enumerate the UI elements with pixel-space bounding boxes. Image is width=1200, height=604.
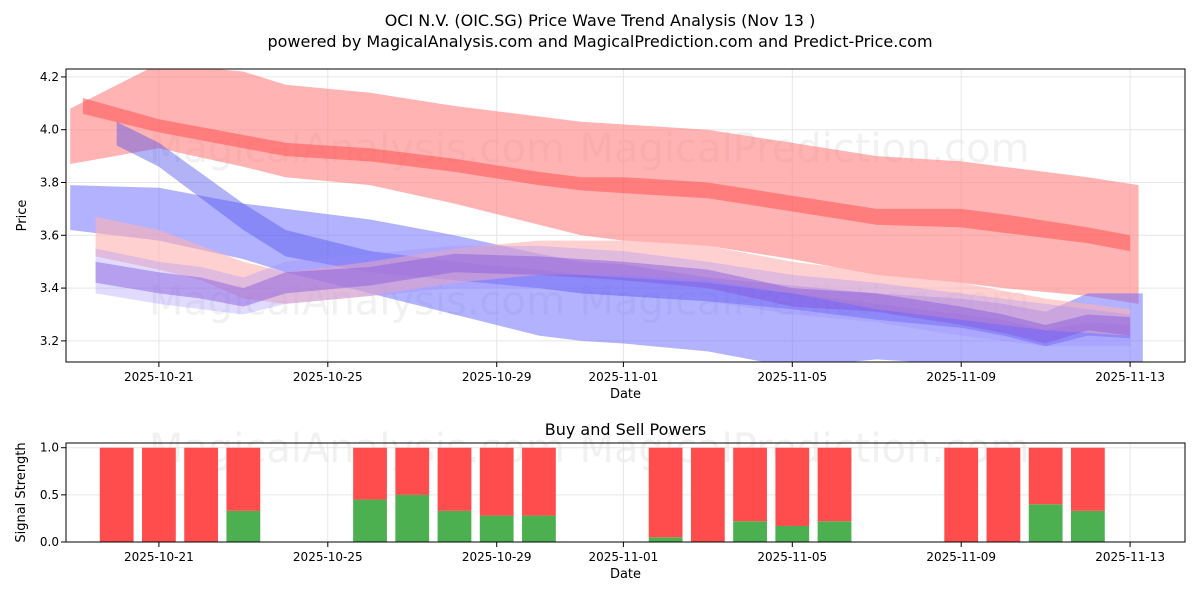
price-panel: MagicalAnalysis.comMagicalPrediction.com… <box>15 68 1186 402</box>
buy-bar <box>733 521 767 542</box>
x-tick-label: 2025-11-09 <box>926 550 996 564</box>
y-tick-label: 0.5 <box>40 488 59 502</box>
y-tick-label: 1.0 <box>40 441 59 455</box>
x-tick-label: 2025-10-21 <box>124 370 194 384</box>
sell-bar <box>817 447 852 522</box>
sell-bar <box>142 447 176 542</box>
series-band-red-core-band <box>82 98 1131 252</box>
y-tick-label: 0.0 <box>40 535 59 549</box>
buy-bar <box>226 510 261 542</box>
x-tick-label: 2025-11-05 <box>757 370 827 384</box>
series-band-purple-wave-band <box>95 253 1131 344</box>
sell-bar <box>986 447 1021 542</box>
sell-bar <box>1070 447 1105 511</box>
sell-bar <box>353 447 387 500</box>
y-tick-label: 3.2 <box>40 334 59 348</box>
y-axis-label: Price <box>15 200 30 232</box>
plot-frame <box>65 68 1186 363</box>
buy-bar <box>817 521 852 542</box>
x-tick-label: 2025-10-29 <box>462 370 532 384</box>
x-tick-label: 2025-11-05 <box>757 550 827 564</box>
x-tick-label: 2025-10-25 <box>293 370 363 384</box>
sell-bar <box>690 447 725 542</box>
buy-bar <box>395 494 430 542</box>
buy-bar <box>775 525 810 542</box>
x-tick-label: 2025-11-13 <box>1095 550 1165 564</box>
buy-bar <box>353 499 387 542</box>
sell-bar <box>648 447 683 538</box>
sell-bar <box>944 447 979 542</box>
sell-bar <box>1028 447 1063 505</box>
buy-bar <box>1070 510 1105 542</box>
chart-subtitle: powered by MagicalAnalysis.com and Magic… <box>267 32 932 51</box>
sell-bar <box>479 447 514 516</box>
chart-title: OCI N.V. (OIC.SG) Price Wave Trend Analy… <box>385 11 816 30</box>
sell-bar <box>99 447 134 542</box>
plot-frame <box>65 442 1186 543</box>
buy-bar <box>479 515 514 542</box>
y-tick-label: 4.0 <box>40 123 59 137</box>
x-tick-label: 2025-11-01 <box>589 550 659 564</box>
sell-bar <box>395 447 430 495</box>
sell-bar <box>437 447 472 511</box>
sell-bar <box>775 447 810 526</box>
y-axis-label: Signal Strength <box>14 442 29 542</box>
x-axis-label: Date <box>610 567 641 582</box>
y-tick-label: 3.4 <box>40 281 59 295</box>
x-axis-label: Date <box>610 387 641 402</box>
series-band-pink-wave-band <box>95 216 1131 336</box>
band-layer <box>70 69 1143 362</box>
series-band-lavender-wave-band <box>95 245 1131 347</box>
buy-bar <box>522 515 556 542</box>
x-tick-label: 2025-11-09 <box>926 370 996 384</box>
x-tick-label: 2025-10-21 <box>124 550 194 564</box>
sell-bar <box>226 447 261 511</box>
y-tick-label: 3.8 <box>40 176 59 190</box>
x-tick-label: 2025-11-01 <box>589 370 659 384</box>
y-tick-label: 4.2 <box>40 70 59 84</box>
sell-bar <box>522 447 556 516</box>
buy-bar <box>1028 504 1063 542</box>
sell-bar <box>733 447 767 522</box>
x-tick-label: 2025-10-29 <box>462 550 532 564</box>
x-tick-label: 2025-10-25 <box>293 550 363 564</box>
x-tick-label: 2025-11-13 <box>1095 370 1165 384</box>
buy-bar <box>648 537 683 542</box>
y-tick-label: 3.6 <box>40 228 59 242</box>
power-panel: MagicalAnalysis.comMagicalPrediction.com… <box>14 420 1186 582</box>
buy-bar <box>437 510 472 542</box>
panel-title: Buy and Sell Powers <box>545 420 707 439</box>
sell-bar <box>184 447 219 542</box>
